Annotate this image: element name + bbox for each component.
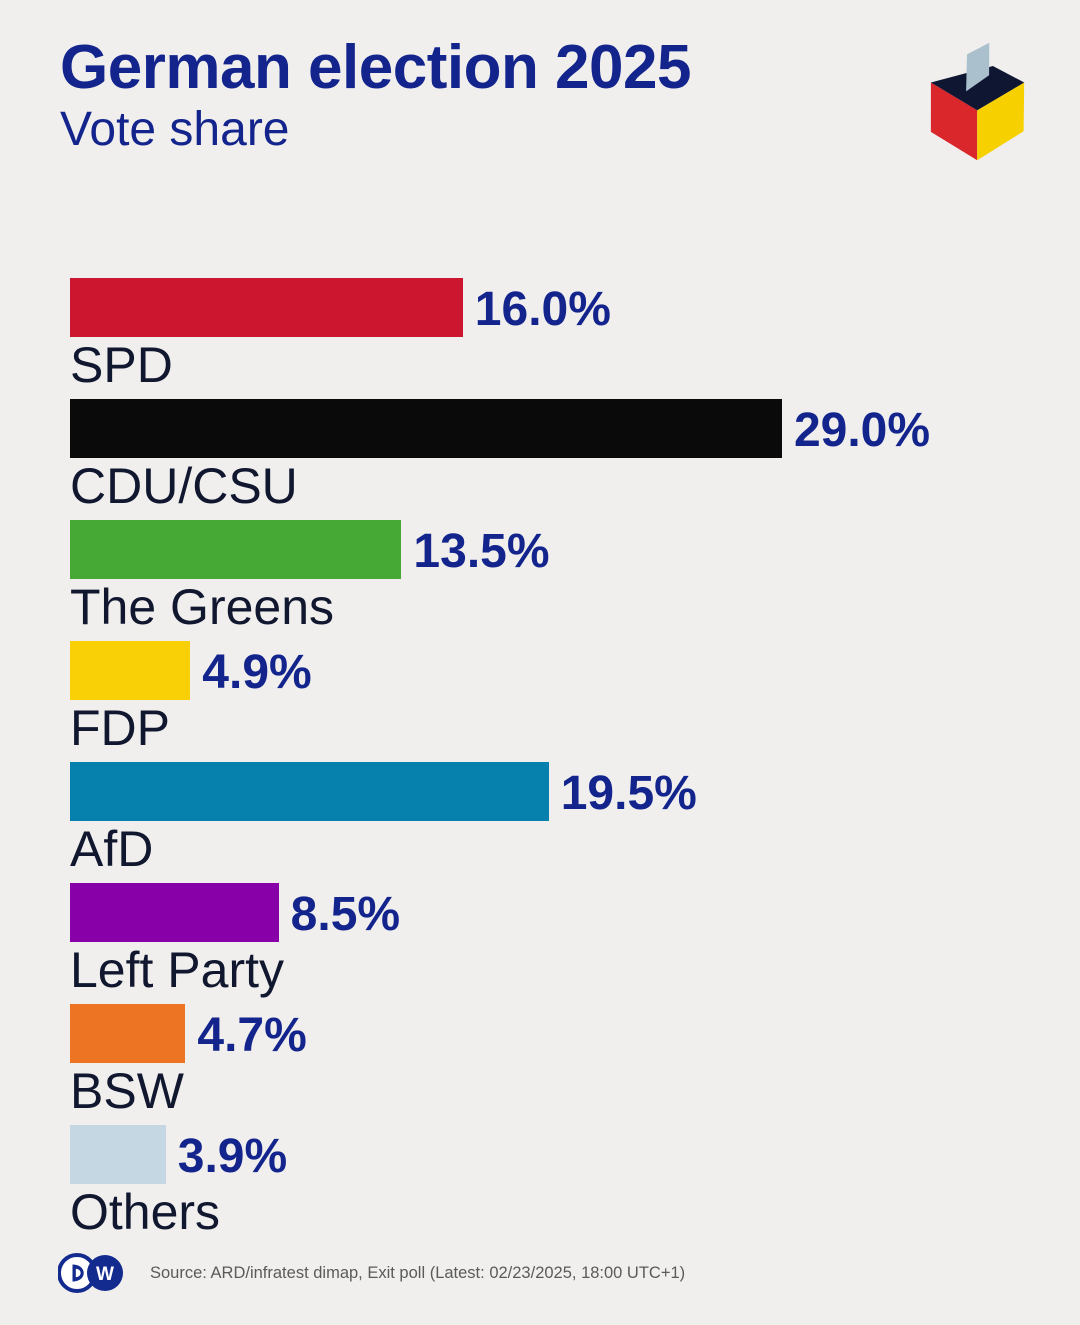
svg-text:W: W: [96, 1264, 114, 1285]
